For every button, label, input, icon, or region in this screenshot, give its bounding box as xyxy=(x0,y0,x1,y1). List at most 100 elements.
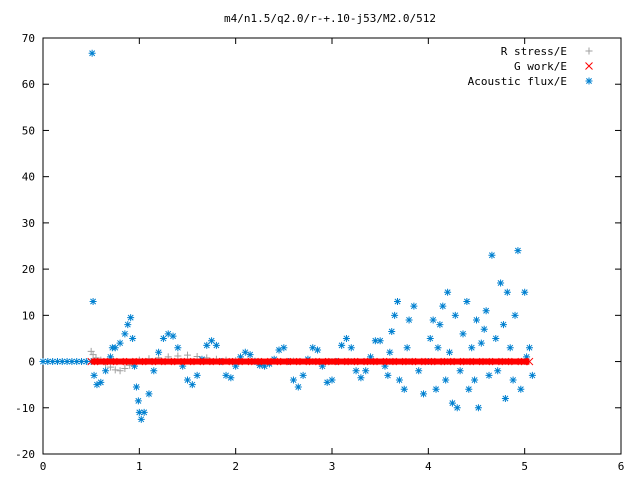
data-point xyxy=(395,376,403,384)
data-point xyxy=(150,367,158,375)
data-marks xyxy=(39,49,536,423)
data-point xyxy=(111,344,119,352)
data-point xyxy=(415,367,423,375)
data-point xyxy=(491,357,500,366)
data-point xyxy=(97,378,105,386)
y-tick-label: -20 xyxy=(15,448,35,461)
data-point xyxy=(134,397,142,405)
data-point xyxy=(517,385,525,393)
data-point xyxy=(222,371,230,379)
data-point xyxy=(155,348,163,356)
data-point xyxy=(261,362,269,370)
data-point xyxy=(318,362,326,370)
data-point xyxy=(184,351,191,359)
data-point xyxy=(446,348,454,356)
data-point xyxy=(236,353,244,361)
g-work-band xyxy=(91,358,530,365)
data-point xyxy=(371,337,379,345)
data-point xyxy=(328,376,336,384)
legend-label: Acoustic flux/E xyxy=(468,75,567,88)
series-g-work-e xyxy=(87,357,534,366)
data-point xyxy=(183,357,192,366)
data-point xyxy=(124,321,132,329)
data-point xyxy=(474,404,482,412)
data-point xyxy=(88,49,96,57)
data-point xyxy=(78,358,86,366)
y-tick-label: 60 xyxy=(22,78,35,91)
data-point xyxy=(434,344,442,352)
data-point xyxy=(463,357,471,366)
data-point xyxy=(169,332,177,340)
data-point xyxy=(174,357,182,366)
data-point xyxy=(58,358,66,366)
data-point xyxy=(439,302,447,310)
data-point xyxy=(403,344,411,352)
data-point xyxy=(131,362,139,370)
x-tick-label: 6 xyxy=(618,460,625,473)
data-point xyxy=(434,357,442,366)
data-point xyxy=(468,344,476,352)
data-point xyxy=(132,383,140,391)
data-point xyxy=(342,334,350,342)
data-point xyxy=(456,367,464,375)
legend-label: R stress/E xyxy=(501,45,567,58)
data-point xyxy=(501,357,510,366)
data-point xyxy=(395,357,404,366)
data-point xyxy=(275,346,283,354)
data-point xyxy=(299,357,307,366)
data-point xyxy=(384,371,392,379)
y-tick-label: 50 xyxy=(22,124,35,137)
data-point xyxy=(106,363,114,371)
data-point xyxy=(68,358,76,366)
data-point xyxy=(251,357,259,366)
data-point xyxy=(164,357,173,366)
data-point xyxy=(528,371,536,379)
data-point xyxy=(459,330,467,338)
x-tick-label: 1 xyxy=(136,460,143,473)
data-point xyxy=(394,297,402,305)
x-tick-label: 5 xyxy=(521,460,528,473)
data-point xyxy=(453,357,462,366)
y-tick-label: -10 xyxy=(15,402,35,415)
data-point xyxy=(106,357,115,366)
data-point xyxy=(443,357,452,366)
data-point xyxy=(499,321,507,329)
data-point xyxy=(106,353,114,361)
data-point xyxy=(202,357,211,366)
data-point xyxy=(480,325,488,333)
data-point xyxy=(338,341,346,349)
data-point xyxy=(222,357,230,366)
data-point xyxy=(400,385,408,393)
data-point xyxy=(448,399,456,407)
data-point xyxy=(137,415,145,423)
data-point xyxy=(444,288,452,296)
data-point xyxy=(381,362,389,370)
x-tick-label: 0 xyxy=(40,460,47,473)
data-point xyxy=(102,367,110,375)
data-point xyxy=(482,357,490,366)
y-tick-label: 40 xyxy=(22,171,35,184)
data-point xyxy=(362,367,370,375)
legend-marker xyxy=(585,47,593,55)
data-point xyxy=(44,358,52,366)
data-point xyxy=(367,353,375,361)
data-point xyxy=(514,247,522,255)
legend-marker xyxy=(585,77,593,85)
data-point xyxy=(53,358,61,366)
legend-label: G work/E xyxy=(514,60,567,73)
data-point xyxy=(121,364,129,372)
data-point xyxy=(246,351,254,359)
chart-title: m4/n1.5/q2.0/r-+.10-j53/M2.0/512 xyxy=(224,12,436,25)
data-point xyxy=(523,353,531,361)
data-point xyxy=(472,357,481,366)
data-point xyxy=(174,344,182,352)
data-point xyxy=(89,351,97,359)
data-point xyxy=(509,376,517,384)
data-point xyxy=(193,357,201,366)
data-point xyxy=(308,357,317,366)
data-point xyxy=(260,357,269,366)
data-point xyxy=(241,348,249,356)
data-point xyxy=(432,385,440,393)
data-point xyxy=(232,362,240,370)
data-point xyxy=(294,383,302,391)
